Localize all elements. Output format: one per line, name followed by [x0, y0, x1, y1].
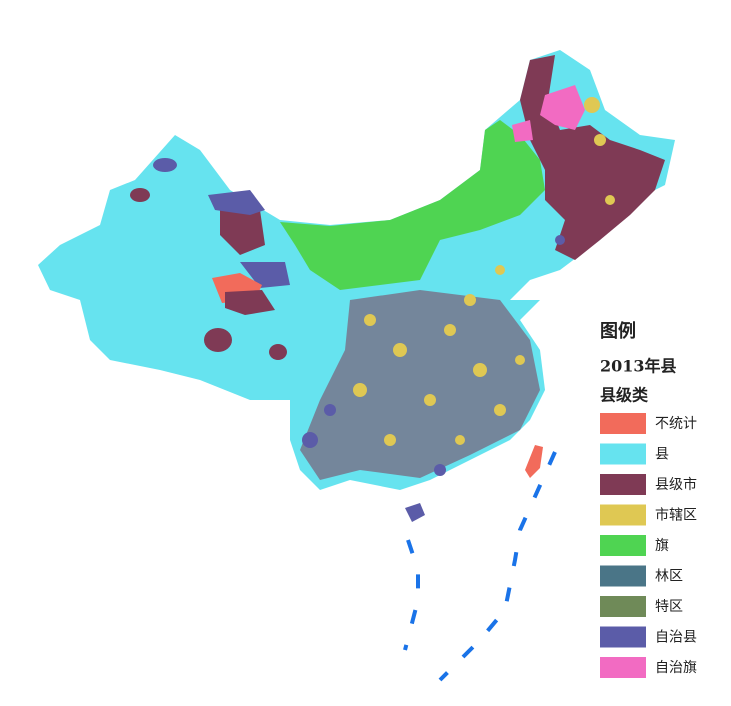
autonomous-county: [208, 190, 265, 215]
city-region: [520, 55, 665, 260]
legend-label: 县级市: [655, 476, 697, 493]
legend-swatch: [600, 657, 646, 678]
city-region: [204, 328, 232, 352]
china-map: [38, 50, 675, 682]
autonomous-county: [153, 158, 177, 172]
legend-label: 特区: [655, 599, 683, 615]
legend-label: 自治县: [655, 630, 697, 646]
mixed-south: [300, 290, 540, 480]
legend-heading: 县级类: [600, 386, 649, 405]
legend-label: 旗: [655, 538, 669, 554]
autonomous-banner: [512, 120, 533, 142]
legend-title: 图例: [600, 320, 636, 342]
legend-subtitle: 2013年县: [600, 357, 677, 376]
legend-swatch: [600, 535, 646, 556]
hainan: [405, 503, 425, 522]
taiwan: [525, 445, 543, 478]
nine-dash-line: [403, 451, 557, 682]
legend-label: 县: [655, 447, 669, 463]
legend-swatch: [600, 596, 646, 617]
legend-swatch: [600, 565, 646, 587]
legend-swatch: [600, 413, 646, 434]
banner-region: [280, 120, 545, 290]
autonomous-banner: [540, 85, 585, 130]
city-region: [130, 188, 150, 202]
legend-swatch: [600, 474, 646, 495]
legend-swatch: [600, 626, 646, 648]
city-region: [269, 344, 287, 360]
district-dots: [353, 97, 615, 446]
city-region: [225, 290, 275, 315]
city-region: [220, 205, 265, 255]
legend-swatch: [600, 504, 646, 526]
legend-label: 自治旗: [655, 660, 697, 676]
legend-label: 林区: [655, 569, 683, 585]
legend-label: 市辖区: [655, 507, 697, 524]
autonomous-county: [240, 262, 290, 288]
district-dots: [302, 235, 565, 476]
legend-label: 不统计: [655, 416, 697, 432]
legend-swatch: [600, 443, 646, 465]
